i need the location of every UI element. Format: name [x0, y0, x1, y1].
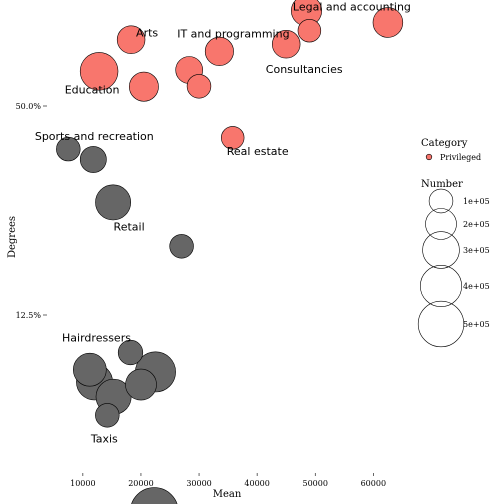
- bubble-point: [116, 25, 146, 54]
- legend-size-circle: [419, 264, 462, 307]
- x-axis: 10000 20000 30000 40000 50000 60000: [70, 473, 386, 488]
- legend-size-circle: [422, 231, 460, 269]
- bubble-point: [125, 368, 157, 401]
- legend-size-label: 4e+05: [463, 282, 490, 291]
- point-label: Health sector: [254, 0, 328, 3]
- legend-size-circle: [417, 300, 465, 348]
- legend-size-label: 3e+05: [463, 246, 490, 255]
- bubble-point: [221, 126, 245, 150]
- bubble-point: [79, 146, 107, 173]
- legend-size-label: 2e+05: [463, 220, 490, 229]
- point-label: Taxis: [90, 432, 118, 445]
- legend-category-title: Category: [421, 138, 468, 149]
- legend-size-label: 1e+05: [463, 197, 490, 206]
- x-tick-label: 10000: [70, 479, 95, 488]
- point-label: Consultancies: [266, 63, 343, 76]
- bubble-point: [204, 36, 234, 66]
- point-label: Education: [65, 83, 120, 96]
- x-tick-label: 30000: [186, 479, 211, 488]
- bubble-point: [95, 403, 120, 428]
- point-label: Sports and recreation: [35, 130, 154, 143]
- legend-category-swatch: [425, 153, 433, 161]
- bubble-point: [297, 19, 322, 43]
- legend: Category Privileged Number 1e+05 2e+05 3e+…: [417, 138, 490, 348]
- legend-size-title: Number: [421, 179, 463, 190]
- bubble-point: [131, 487, 178, 504]
- bubble-point: [272, 30, 301, 59]
- point-label: Real estate: [227, 145, 289, 158]
- bubble-point: [95, 184, 132, 221]
- bubble-point: [128, 71, 159, 102]
- bubble-point: [73, 352, 107, 387]
- point-label: IT and programming: [177, 27, 289, 40]
- legend-category-label: Privileged: [440, 153, 481, 162]
- legend-size-circle: [428, 188, 454, 214]
- y-tick-label: 12.5%: [16, 311, 42, 320]
- x-tick-label: 50000: [303, 479, 328, 488]
- plot-area: [56, 0, 404, 504]
- bubble-point: [117, 339, 144, 366]
- legend-size-circle: [425, 208, 457, 240]
- point-labels: Education Arts IT and programming Consultan…: [35, 0, 411, 445]
- y-axis: 50.0% 12.5%: [16, 102, 47, 320]
- x-axis-title: Mean: [213, 489, 242, 500]
- y-axis-title: Degrees: [7, 216, 18, 258]
- point-label: Arts: [136, 27, 158, 40]
- bubble-point: [169, 234, 194, 259]
- x-tick-label: 60000: [361, 479, 386, 488]
- point-label: Retail: [114, 220, 145, 233]
- legend-size-label: 5e+05: [463, 320, 490, 329]
- y-tick-label: 50.0%: [16, 102, 42, 111]
- x-tick-label: 40000: [244, 479, 269, 488]
- bubble-point: [79, 52, 119, 91]
- bubble-point: [372, 7, 404, 38]
- point-label: Legal and accounting: [293, 1, 411, 14]
- bubble-point: [56, 136, 81, 162]
- bubble-point: [186, 74, 212, 99]
- x-tick-label: 20000: [128, 479, 153, 488]
- point-label: Hairdressers: [62, 332, 131, 345]
